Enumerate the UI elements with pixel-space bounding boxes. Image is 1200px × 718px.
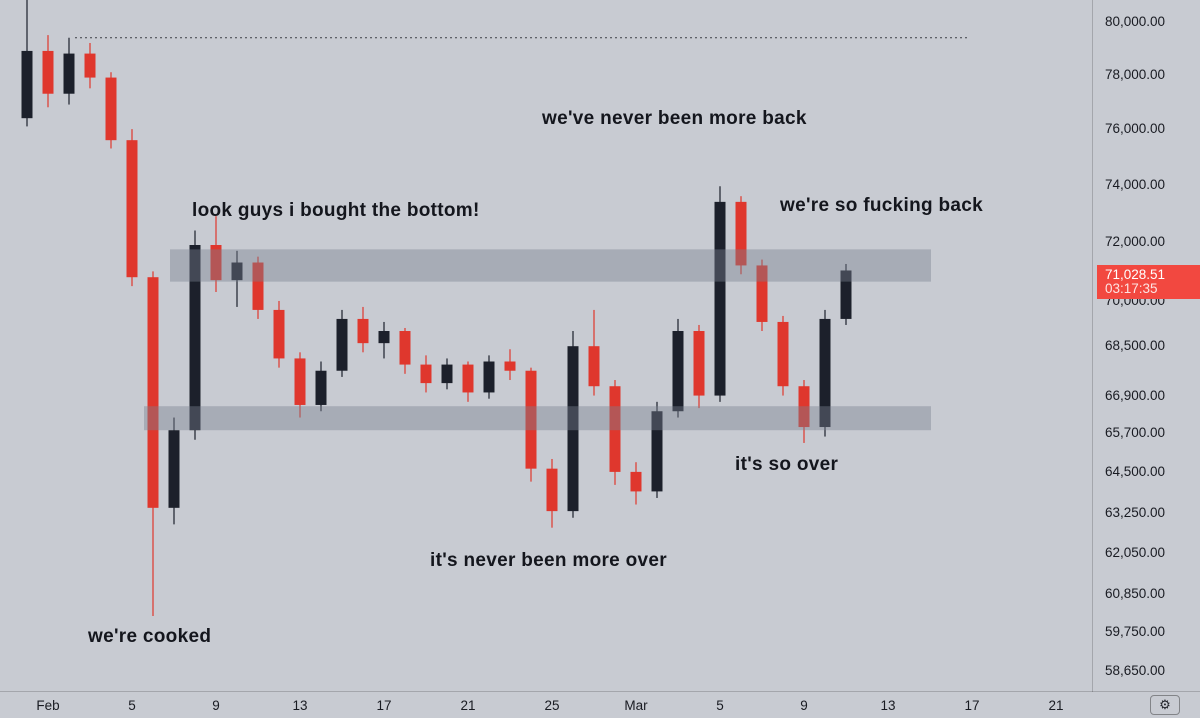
candle (483, 355, 495, 399)
candle (273, 300, 285, 368)
price-axis-label: 78,000.00 (1105, 66, 1166, 82)
candle (210, 216, 222, 293)
time-axis-label: Feb (36, 698, 60, 713)
candle (777, 315, 789, 396)
time-axis-label: 13 (292, 698, 308, 713)
support-zone (144, 406, 931, 431)
candle (609, 380, 621, 485)
price-axis-label: 66,900.00 (1105, 387, 1166, 403)
time-axis-label: 21 (1048, 698, 1064, 713)
candle (189, 230, 201, 440)
candle (294, 352, 306, 418)
candle (630, 462, 642, 505)
last-price-value: 71,028.51 (1105, 267, 1166, 283)
candle (819, 309, 831, 437)
last-price-tag: 71,028.51 03:17:35 (1097, 265, 1200, 300)
candle (147, 271, 159, 617)
candle (714, 186, 726, 402)
candle (231, 250, 243, 307)
chart-annotation[interactable]: we've never been more back (542, 108, 807, 129)
price-axis-label: 80,000.00 (1105, 14, 1166, 29)
candle (252, 256, 264, 319)
price-axis-label: 72,000.00 (1105, 234, 1166, 250)
candle (126, 129, 138, 287)
candle (168, 417, 180, 525)
time-axis-label: 5 (128, 698, 136, 713)
price-axis-label: 65,700.00 (1105, 425, 1166, 441)
candle (357, 306, 369, 353)
candle (63, 37, 75, 105)
candlestick-chart (21, 0, 967, 617)
price-axis-label: 63,250.00 (1105, 504, 1166, 520)
chart-annotation[interactable]: it's so over (735, 454, 839, 475)
candle (840, 263, 852, 325)
time-axis-label: 17 (964, 698, 980, 713)
price-axis-label: 62,050.00 (1105, 544, 1166, 560)
candle (798, 380, 810, 443)
time-axis-label: 5 (716, 698, 724, 713)
price-axis-label: 58,650.00 (1105, 662, 1166, 678)
time-axis-label: 13 (880, 698, 896, 713)
candle (693, 324, 705, 409)
time-axis-label: 21 (460, 698, 476, 713)
time-axis-label: 9 (212, 698, 220, 713)
candle (567, 331, 579, 518)
candle (378, 321, 390, 359)
candle (84, 42, 96, 89)
price-axis-label: 68,500.00 (1105, 338, 1166, 354)
time-axis-label: 25 (544, 698, 560, 713)
chart-annotation[interactable]: we're so fucking back (780, 195, 983, 216)
price-axis-label: 64,500.00 (1105, 463, 1166, 479)
time-axis-label: 17 (376, 698, 392, 713)
candle (42, 35, 54, 108)
gear-icon: ⚙ (1159, 697, 1171, 712)
candle (105, 72, 117, 149)
chart-annotation[interactable]: look guys i bought the bottom! (192, 200, 480, 221)
candle (546, 458, 558, 528)
resistance-zone (170, 249, 931, 282)
candle (651, 401, 663, 498)
price-axis[interactable]: 80,000.00 78,000.00 76,000.00 74,000.00 72,0… (1092, 0, 1200, 692)
candle (315, 361, 327, 412)
time-axis[interactable]: Feb 5 9 13 17 21 25 Mar 5 9 13 17 21 ⚙ (0, 691, 1200, 718)
chart-annotation[interactable]: we're cooked (88, 626, 212, 647)
axis-settings-button[interactable]: ⚙ (1150, 695, 1180, 715)
candle (336, 309, 348, 377)
time-axis-label: 9 (800, 698, 808, 713)
candle (672, 318, 684, 418)
candle (588, 309, 600, 396)
candle (462, 361, 474, 402)
candle (21, 0, 33, 127)
price-axis-label: 59,750.00 (1105, 623, 1166, 639)
chart-annotation[interactable]: it's never been more over (430, 550, 667, 571)
price-axis-label: 76,000.00 (1105, 121, 1166, 137)
candle (399, 327, 411, 374)
price-axis-label: 74,000.00 (1105, 176, 1166, 192)
candle (735, 196, 747, 275)
candle (441, 358, 453, 390)
candle (420, 355, 432, 393)
candle (756, 259, 768, 332)
time-axis-label: Mar (624, 698, 648, 713)
price-axis-label: 60,850.00 (1105, 585, 1166, 601)
bar-countdown: 03:17:35 (1105, 281, 1158, 297)
candle (504, 349, 516, 381)
chart-plot-area[interactable]: we've never been more back look guys i bo… (0, 0, 1200, 692)
candle (525, 367, 537, 482)
